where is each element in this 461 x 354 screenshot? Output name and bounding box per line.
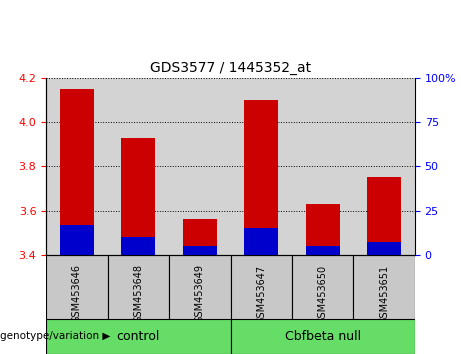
Bar: [367, 177, 401, 255]
Bar: [244, 100, 278, 255]
Bar: [46, 255, 107, 319]
Bar: [183, 219, 217, 255]
Text: GSM453649: GSM453649: [195, 264, 205, 324]
Bar: [354, 255, 415, 319]
Text: Cbfbeta null: Cbfbeta null: [284, 330, 361, 343]
Text: GSM453650: GSM453650: [318, 264, 328, 324]
Bar: [244, 228, 278, 255]
Bar: [292, 255, 354, 319]
Bar: [46, 319, 230, 354]
Bar: [169, 255, 230, 319]
Text: GSM453651: GSM453651: [379, 264, 389, 324]
Text: GSM453648: GSM453648: [133, 264, 143, 324]
Bar: [230, 319, 415, 354]
Title: GDS3577 / 1445352_at: GDS3577 / 1445352_at: [150, 62, 311, 75]
Text: GSM453646: GSM453646: [72, 264, 82, 324]
Bar: [306, 246, 340, 255]
Bar: [121, 138, 155, 255]
Text: GSM453647: GSM453647: [256, 264, 266, 324]
Bar: [306, 204, 340, 255]
Bar: [121, 237, 155, 255]
Text: genotype/variation ▶: genotype/variation ▶: [0, 331, 110, 341]
Bar: [107, 255, 169, 319]
Bar: [367, 241, 401, 255]
Bar: [183, 246, 217, 255]
Bar: [60, 225, 94, 255]
Text: control: control: [117, 330, 160, 343]
Bar: [230, 255, 292, 319]
Bar: [60, 89, 94, 255]
